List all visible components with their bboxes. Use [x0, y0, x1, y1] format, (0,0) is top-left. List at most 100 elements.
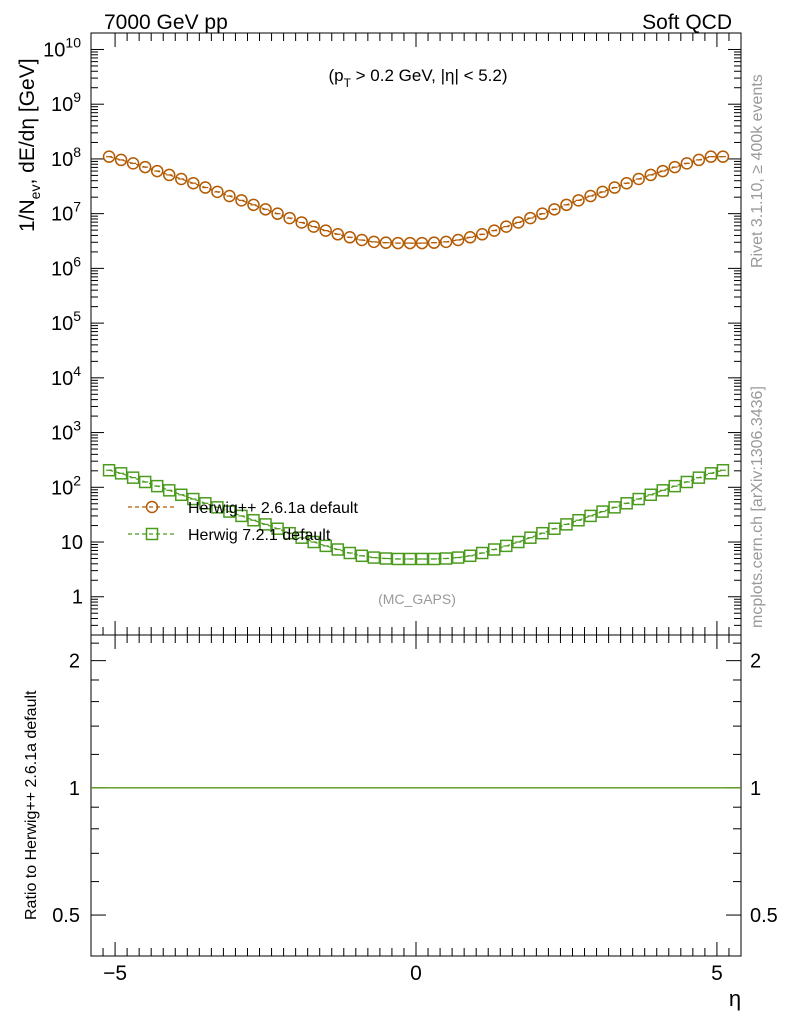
legend-marker-square — [145, 527, 159, 541]
data-point-herwig7 — [331, 543, 345, 556]
data-point-herwigpp — [644, 168, 657, 182]
data-point-herwigpp — [584, 189, 597, 203]
data-point-herwigpp — [295, 216, 308, 229]
ratio-y-tick-label: 2 — [69, 651, 80, 673]
data-point-herwig7 — [572, 513, 585, 527]
data-point-herwig7 — [439, 552, 453, 565]
rivet-label: Rivet 3.1.10, ≥ 400k events — [749, 74, 766, 268]
legend: Herwig++ 2.6.1a default Herwig 7.2.1 def… — [128, 500, 358, 544]
legend-label-herwigpp: Herwig++ 2.6.1a default — [188, 500, 358, 517]
ratio-y-tick-label-right: 1 — [750, 778, 761, 800]
data-point-herwigpp — [500, 220, 513, 233]
ratio-y-tick-label: 1 — [69, 778, 80, 800]
data-point-herwigpp — [355, 233, 369, 247]
main-y-tick-label: 106 — [51, 253, 81, 280]
main-y-tick-label: 104 — [51, 363, 81, 390]
x-axis-title: η — [729, 986, 741, 1011]
data-point-herwig7 — [608, 501, 621, 514]
data-point-herwig7 — [283, 526, 296, 540]
data-point-herwig7 — [199, 497, 212, 510]
series-line-herwigpp — [108, 156, 723, 244]
data-point-herwigpp — [632, 172, 645, 186]
legend-entry-herwigpp: Herwig++ 2.6.1a default — [128, 500, 358, 517]
data-point-herwigpp — [403, 236, 417, 250]
data-point-herwig7 — [620, 497, 633, 510]
data-point-herwig7 — [560, 518, 573, 531]
ratio-y-axis-title: Ratio to Herwig++ 2.6.1a default — [23, 690, 40, 920]
data-point-herwigpp — [379, 236, 393, 249]
data-point-herwig7 — [319, 539, 332, 553]
data-point-herwig7 — [644, 488, 657, 502]
data-point-herwig7 — [295, 531, 308, 544]
main-plot-frame — [90, 32, 742, 636]
data-point-herwigpp — [475, 228, 489, 241]
data-point-herwig7 — [487, 543, 501, 556]
data-point-herwigpp — [319, 224, 332, 237]
data-point-herwig7 — [524, 531, 537, 544]
data-point-herwigpp — [126, 157, 140, 170]
ratio-axes: −5 0 5 2 2 1 1 0.5 0.5 — [52, 634, 778, 985]
data-point-herwigpp — [716, 150, 730, 163]
mcplots-label: mcplots.cern.ch [arXiv:1306.3436] — [749, 386, 766, 628]
data-point-herwig7 — [536, 526, 549, 540]
data-point-herwig7 — [427, 552, 441, 566]
data-point-herwig7 — [247, 513, 260, 527]
data-point-herwig7 — [379, 552, 393, 565]
data-point-herwig7 — [187, 492, 200, 506]
main-y-tick-label: 103 — [51, 418, 81, 445]
data-point-herwigpp — [439, 235, 453, 249]
data-point-herwig7 — [223, 505, 236, 518]
data-point-herwig7 — [584, 509, 597, 523]
data-point-herwig7 — [692, 471, 706, 484]
x-tick-label: 0 — [410, 962, 422, 985]
main-y-tick-label: 109 — [51, 89, 81, 116]
data-point-herwigpp — [463, 231, 477, 244]
data-point-herwigpp — [235, 194, 248, 207]
data-point-herwigpp — [692, 153, 706, 167]
data-point-herwigpp — [259, 203, 272, 216]
data-point-herwig7 — [355, 549, 369, 563]
x-tick-label: −5 — [103, 962, 127, 985]
header-right: Soft QCD — [642, 11, 732, 34]
data-point-herwig7 — [162, 484, 176, 497]
data-point-herwig7 — [343, 546, 357, 560]
data-point-herwig7 — [632, 492, 645, 506]
data-point-herwig7 — [102, 463, 116, 477]
data-point-herwigpp — [572, 194, 585, 207]
data-point-herwigpp — [150, 164, 164, 178]
data-point-herwigpp — [307, 220, 320, 233]
main-y-tick-label: 1 — [72, 587, 83, 609]
data-point-herwig7 — [403, 552, 417, 566]
data-point-herwig7 — [271, 522, 284, 535]
data-point-herwigpp — [596, 185, 609, 199]
data-point-herwigpp — [451, 233, 465, 247]
data-point-herwigpp — [187, 176, 200, 190]
data-point-herwig7 — [475, 546, 489, 560]
data-point-herwigpp — [271, 207, 284, 220]
data-point-herwigpp — [343, 231, 357, 244]
data-point-herwigpp — [331, 228, 345, 241]
data-point-herwigpp — [704, 150, 718, 163]
data-point-herwig7 — [656, 484, 670, 497]
main-y-tick-label: 105 — [51, 308, 81, 335]
data-point-herwigpp — [548, 203, 561, 216]
data-point-herwigpp — [391, 236, 405, 250]
data-point-herwig7 — [150, 479, 164, 493]
data-point-herwigpp — [367, 235, 381, 249]
header-left: 7000 GeV pp — [104, 11, 228, 34]
data-point-herwigpp — [223, 189, 236, 203]
ratio-y-tick-label-right: 2 — [750, 651, 761, 673]
data-point-herwigpp — [162, 168, 176, 182]
legend-entry-herwig7: Herwig 7.2.1 default — [128, 527, 331, 544]
data-point-herwigpp — [524, 211, 537, 225]
data-point-herwigpp — [656, 164, 670, 178]
data-point-herwig7 — [716, 463, 730, 477]
data-point-herwigpp — [114, 153, 128, 167]
data-point-herwigpp — [680, 157, 694, 170]
data-point-herwigpp — [102, 150, 116, 163]
data-point-herwigpp — [487, 224, 501, 237]
data-point-herwig7 — [415, 552, 429, 566]
data-point-herwig7 — [596, 505, 609, 518]
